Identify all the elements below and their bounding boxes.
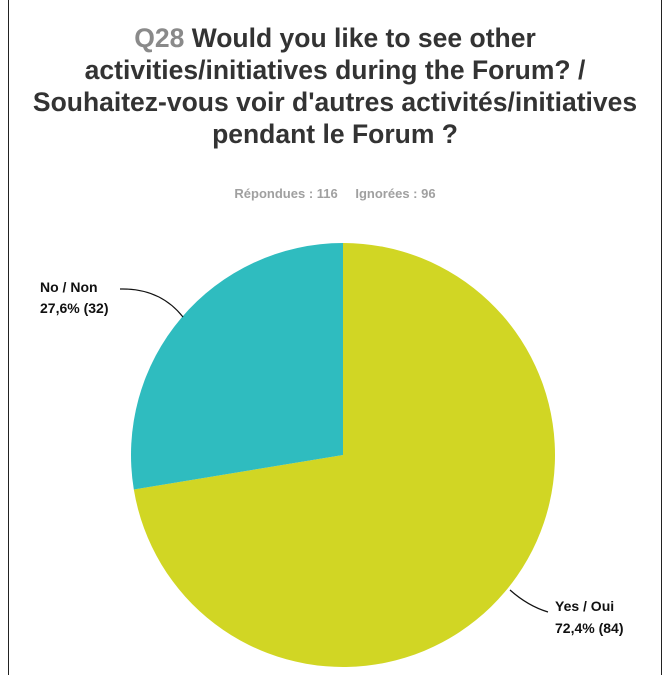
slice-label-1: No / Non bbox=[40, 279, 98, 295]
slice-labels: Yes / Oui 72,4% (84) No / Non 27,6% (32) bbox=[40, 279, 623, 636]
pie-slice-1 bbox=[131, 243, 343, 490]
skipped-count: Ignorées : 96 bbox=[355, 186, 436, 201]
slice-value-0: 72,4% (84) bbox=[555, 620, 623, 636]
leader-line-0 bbox=[509, 589, 549, 613]
chart-frame bbox=[8, 0, 662, 675]
question-number: Q28 bbox=[134, 23, 185, 53]
question-text: Would you like to see other activities/i… bbox=[32, 23, 638, 149]
slice-label-0: Yes / Oui bbox=[555, 598, 614, 614]
chart-title: Q28 Would you like to see other activiti… bbox=[30, 22, 640, 150]
slice-value-1: 27,6% (32) bbox=[40, 300, 108, 316]
answered-count: Répondues : 116 bbox=[234, 186, 338, 201]
response-stats: Répondues : 116 Ignorées : 96 bbox=[0, 186, 670, 201]
pie-slice-0 bbox=[133, 243, 556, 667]
leader-line-1 bbox=[119, 288, 184, 318]
pie-slices bbox=[131, 243, 556, 667]
